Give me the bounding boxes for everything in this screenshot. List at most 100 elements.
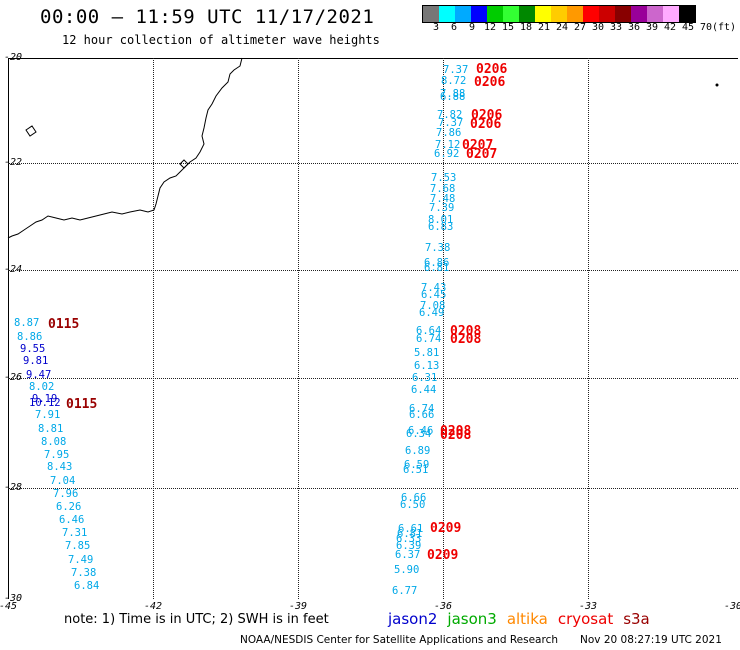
wave-height-label: 6.39 bbox=[396, 540, 422, 552]
scale-swatch bbox=[439, 6, 455, 22]
wave-height-label: 7.82 bbox=[437, 109, 463, 121]
wave-height-label: 7.85 bbox=[65, 540, 91, 552]
lat-gridline bbox=[8, 378, 738, 379]
time-label: 0207 bbox=[462, 138, 494, 153]
scale-swatch bbox=[663, 6, 679, 22]
wave-height-label: 6.34 bbox=[406, 428, 432, 440]
lon-gridline bbox=[443, 58, 444, 599]
time-label: 0208 bbox=[440, 428, 472, 443]
wave-height-label: 6.50 bbox=[400, 499, 426, 511]
wave-height-label: 6.88 bbox=[440, 91, 466, 103]
scale-swatch bbox=[519, 6, 535, 22]
scale-swatch bbox=[423, 6, 439, 22]
wave-height-label: 7.86 bbox=[436, 127, 462, 139]
scale-label: 12 bbox=[483, 22, 497, 33]
wave-height-label: 6.66 bbox=[409, 409, 435, 421]
time-label: 0209 bbox=[427, 548, 459, 563]
lat-label: -26 bbox=[4, 372, 23, 383]
wave-height-label: 9.81 bbox=[23, 355, 49, 367]
wave-height-label: 9.47 bbox=[26, 369, 52, 381]
scale-swatch bbox=[583, 6, 599, 22]
wave-height-label: 6.44 bbox=[411, 384, 437, 396]
wave-height-label: 9.19 bbox=[32, 393, 58, 405]
lat-label: -24 bbox=[4, 264, 23, 275]
wave-height-label: 7.68 bbox=[430, 183, 456, 195]
time-label: 0206 bbox=[471, 108, 503, 123]
wave-height-label: 6.33 bbox=[396, 533, 422, 545]
scale-label: 6 bbox=[450, 22, 458, 33]
lon-label: -33 bbox=[578, 601, 598, 612]
wave-height-label: 6.81 bbox=[397, 528, 423, 540]
lat-label: -28 bbox=[4, 482, 23, 493]
lat-label: -22 bbox=[4, 157, 23, 168]
wave-height-label: 7.91 bbox=[35, 409, 61, 421]
wave-height-label: 8.72 bbox=[441, 75, 467, 87]
wave-height-label: 6.86 bbox=[424, 257, 450, 269]
scale-label: 36 bbox=[627, 22, 641, 33]
page-title: 00:00 – 11:59 UTC 11/17/2021 bbox=[40, 6, 375, 28]
scale-swatch bbox=[631, 6, 647, 22]
wave-height-label: 6.64 bbox=[416, 325, 442, 337]
lon-label: -42 bbox=[143, 601, 163, 612]
wave-height-label: 8.02 bbox=[29, 381, 55, 393]
wave-height-label: 6.51 bbox=[403, 464, 429, 476]
scale-label: (ft) bbox=[711, 22, 737, 33]
wave-height-label: 10.12 bbox=[29, 397, 61, 409]
island-dot bbox=[715, 83, 719, 87]
scale-label: 3 bbox=[432, 22, 440, 33]
wave-height-label: 7.95 bbox=[44, 449, 70, 461]
wave-height-label: 6.84 bbox=[74, 580, 100, 592]
wave-height-label: 7.38 bbox=[425, 242, 451, 254]
scale-swatch bbox=[679, 6, 695, 22]
wave-height-label: 6.37 bbox=[395, 549, 421, 561]
wave-height-label: 6.46 bbox=[408, 425, 434, 437]
wave-height-label: 6.31 bbox=[412, 372, 438, 384]
time-label: 0206 bbox=[476, 62, 508, 77]
scale-swatch bbox=[599, 6, 615, 22]
lon-label: -36 bbox=[433, 601, 453, 612]
map-frame bbox=[8, 58, 738, 599]
coastline bbox=[7, 57, 243, 239]
lon-gridline bbox=[153, 58, 154, 599]
wave-height-label: 7.49 bbox=[68, 554, 94, 566]
lat-gridline bbox=[8, 270, 738, 271]
time-label: 0209 bbox=[430, 521, 462, 536]
scale-label: 42 bbox=[663, 22, 677, 33]
color-scale-labels: 3 6 9 12 15 18 21 24 27 30 33 36 39 42 45 70 (ft) bbox=[422, 22, 736, 34]
wave-height-label: 6.66 bbox=[401, 492, 427, 504]
lon-label: -39 bbox=[288, 601, 308, 612]
legend-jason2: jason2 bbox=[388, 610, 438, 628]
wave-height-label: 6.13 bbox=[414, 360, 440, 372]
wave-height-label: 8.01 bbox=[428, 214, 454, 226]
page-subtitle: 12 hour collection of altimeter wave hei… bbox=[62, 33, 380, 47]
wave-height-label: 7.48 bbox=[430, 193, 456, 205]
wave-height-label: 5.90 bbox=[394, 564, 420, 576]
wave-height-label: 5.81 bbox=[414, 347, 440, 359]
wave-height-label: 7.38 bbox=[71, 567, 97, 579]
wave-height-label: 6.59 bbox=[404, 459, 430, 471]
scale-label: 39 bbox=[645, 22, 659, 33]
wave-height-label: 6.45 bbox=[421, 289, 447, 301]
wave-height-label: 8.81 bbox=[38, 423, 64, 435]
scale-label: 18 bbox=[519, 22, 533, 33]
legend-s3a: s3a bbox=[623, 610, 650, 628]
wave-height-label: 6.74 bbox=[416, 333, 442, 345]
scale-swatch bbox=[487, 6, 503, 22]
scale-swatch bbox=[567, 6, 583, 22]
wave-height-label: 6.83 bbox=[428, 221, 454, 233]
time-label: 0115 bbox=[48, 317, 80, 332]
scale-swatch bbox=[471, 6, 487, 22]
wave-height-label: 8.43 bbox=[47, 461, 73, 473]
scale-swatch bbox=[647, 6, 663, 22]
wave-height-label: 7.37 bbox=[443, 64, 469, 76]
wave-height-label: 6.89 bbox=[405, 445, 431, 457]
wave-height-label: 7.04 bbox=[50, 475, 76, 487]
credit-text: NOAA/NESDIS Center for Satellite Applica… bbox=[240, 634, 558, 646]
lon-gridline bbox=[588, 58, 589, 599]
wave-height-label: 6.77 bbox=[392, 585, 418, 597]
wave-height-label: 6.26 bbox=[56, 501, 82, 513]
wave-height-label: 6.74 bbox=[409, 403, 435, 415]
wave-height-label: 7.31 bbox=[62, 527, 88, 539]
wave-height-label: 9.55 bbox=[20, 343, 46, 355]
lat-label: -30 bbox=[4, 593, 23, 604]
